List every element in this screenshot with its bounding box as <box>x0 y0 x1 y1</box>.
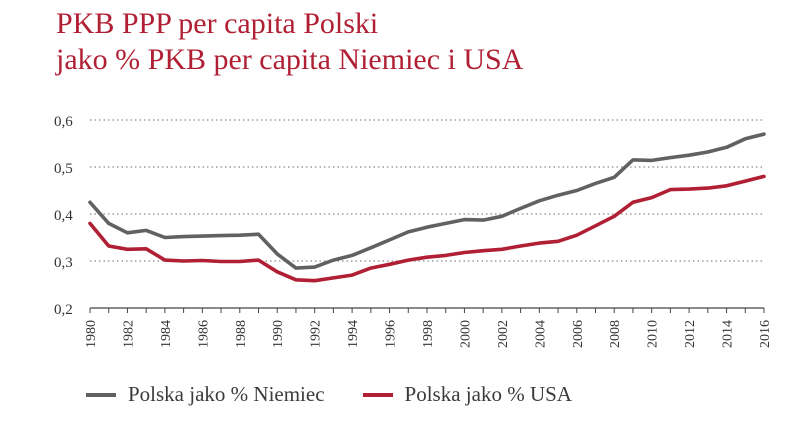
x-tick-label: 1998 <box>421 320 436 348</box>
x-tick-label: 1982 <box>121 320 136 348</box>
legend-swatch-usa <box>362 392 393 397</box>
legend-swatch-germany <box>86 392 116 397</box>
x-tick-label: 2008 <box>608 320 623 348</box>
x-tick-label: 2016 <box>758 320 773 348</box>
series-lines <box>88 132 766 283</box>
x-tick-label: 1994 <box>346 320 361 348</box>
chart-title-line-1: PKB PPP per capita Polski <box>56 7 379 40</box>
x-tick-label: 1984 <box>159 320 174 348</box>
chart-title-line-2: jako % PKB per capita Niemiec i USA <box>56 43 524 76</box>
y-tick-label: 0,4 <box>54 208 73 224</box>
x-tick-label: 2014 <box>721 320 736 348</box>
legend-item-germany: Polska jako % Niemiec <box>86 382 325 407</box>
chart-title: PKB PPP per capita Polski jako % PKB per… <box>56 6 523 78</box>
legend: Polska jako % Niemiec Polska jako % USA <box>86 382 610 407</box>
series-line-usa <box>88 174 766 283</box>
x-tick-label: 2002 <box>496 320 511 348</box>
legend-item-usa: Polska jako % USA <box>362 382 572 407</box>
line-chart: 0,6 0,5 0,4 0,3 0,2 1980 1982 1984 1986 1988 1990… <box>54 114 773 348</box>
series-line-germany <box>88 132 766 270</box>
x-tick-label: 1996 <box>384 320 399 348</box>
y-tick-label: 0,2 <box>54 302 73 318</box>
x-tick-label: 2006 <box>571 320 586 348</box>
y-tick-label: 0,6 <box>54 114 73 130</box>
legend-label-germany: Polska jako % Niemiec <box>128 382 325 406</box>
x-tick-label: 1992 <box>309 320 324 348</box>
y-axis-ticks: 0,6 0,5 0,4 0,3 0,2 <box>54 114 73 318</box>
x-axis-ticks: 1980 1982 1984 1986 1988 1990 1992 1994 1996 1998… <box>84 308 773 348</box>
x-tick-label: 2012 <box>683 320 698 348</box>
x-tick-label: 2004 <box>533 320 548 348</box>
x-tick-label: 2000 <box>458 320 473 348</box>
x-tick-label: 1980 <box>84 320 99 348</box>
x-tick-label: 1990 <box>271 320 286 348</box>
legend-label-usa: Polska jako % USA <box>404 382 572 406</box>
y-tick-label: 0,3 <box>54 255 73 271</box>
x-tick-label: 1988 <box>234 320 249 348</box>
grid-lines <box>90 119 764 262</box>
y-tick-label: 0,5 <box>54 161 73 177</box>
x-tick-label: 1986 <box>196 320 211 348</box>
x-tick-label: 2010 <box>646 320 661 348</box>
